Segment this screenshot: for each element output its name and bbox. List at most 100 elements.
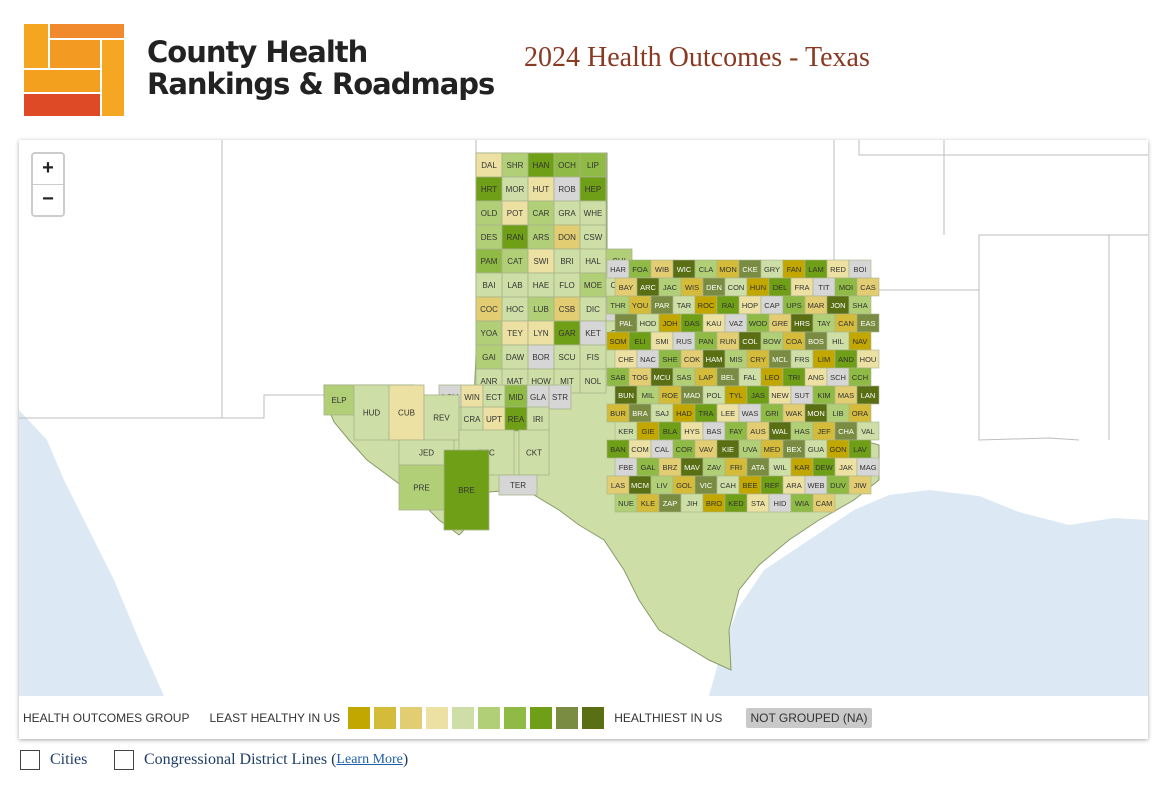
- county-str[interactable]: [548, 384, 572, 410]
- county-hud[interactable]: [353, 384, 390, 441]
- county-label-med: MED: [764, 445, 781, 454]
- county-moe[interactable]: [579, 272, 607, 298]
- county-label-nac: NAC: [640, 355, 656, 364]
- county-cam[interactable]: [812, 493, 836, 513]
- county-mor[interactable]: [501, 176, 529, 202]
- county-bai[interactable]: [475, 272, 503, 298]
- county-label-lap: LAP: [699, 373, 713, 382]
- county-label-was: WAS: [742, 409, 759, 418]
- county-label-frs: FRS: [795, 355, 810, 364]
- legend-title: HEALTH OUTCOMES GROUP: [23, 710, 190, 725]
- county-des[interactable]: [475, 224, 503, 250]
- county-bor[interactable]: [527, 344, 555, 370]
- county-label-gai: GAI: [482, 353, 496, 362]
- legend-not-grouped: NOT GROUPED (NA): [746, 707, 872, 728]
- county-ter[interactable]: [498, 474, 538, 496]
- county-label-wil: WIL: [773, 463, 786, 472]
- county-label-wic: WIC: [677, 265, 692, 274]
- county-label-lab: LAB: [507, 281, 522, 290]
- county-label-sha: SHA: [852, 301, 867, 310]
- county-label-moe: MOE: [584, 281, 602, 290]
- county-gra[interactable]: [553, 200, 581, 226]
- county-label-gon: GON: [829, 445, 846, 454]
- county-label-rev: REV: [433, 414, 450, 423]
- county-label-kau: KAU: [706, 319, 721, 328]
- districts-label-close: ): [402, 751, 409, 768]
- legend-swatch-9: [556, 706, 579, 729]
- county-gar[interactable]: [553, 320, 581, 346]
- county-label-eli: ELI: [634, 337, 645, 346]
- county-label-gla: GLA: [530, 393, 547, 402]
- zoom-out-button[interactable]: −: [33, 184, 63, 215]
- county-label-saj: SAJ: [655, 409, 669, 418]
- county-pre[interactable]: [398, 464, 445, 511]
- county-hoc[interactable]: [501, 296, 529, 322]
- county-label-yoa: YOA: [481, 329, 499, 338]
- cities-checkbox[interactable]: [20, 750, 40, 770]
- county-label-had: HAD: [676, 409, 692, 418]
- county-rob[interactable]: [553, 176, 581, 202]
- county-elp[interactable]: [323, 384, 355, 416]
- county-label-jak: JAK: [839, 463, 853, 472]
- county-label-vaz: VAZ: [729, 319, 743, 328]
- county-label-mon: MON: [807, 409, 825, 418]
- county-label-upt: UPT: [486, 415, 502, 424]
- county-label-thr: THR: [610, 301, 626, 310]
- county-label-pal: PAL: [619, 319, 633, 328]
- county-label-win: WIN: [464, 393, 480, 402]
- county-whe[interactable]: [579, 200, 607, 226]
- county-old[interactable]: [475, 200, 503, 226]
- brand-name: County Health Rankings & Roadmaps: [147, 36, 495, 101]
- county-label-gar: GAR: [558, 329, 576, 338]
- county-csw[interactable]: [579, 224, 607, 250]
- county-label-ket: KET: [585, 329, 601, 338]
- districts-checkbox[interactable]: [114, 750, 134, 770]
- county-fis[interactable]: [579, 344, 607, 370]
- county-label-sab: SAB: [610, 373, 625, 382]
- county-ckt[interactable]: [518, 429, 550, 476]
- county-label-nol: NOL: [585, 377, 602, 386]
- map-container[interactable]: DAL SHR HAN OCH LIP HRT MOR HUT ROB HEP OLD POT CAR G…: [19, 140, 1148, 739]
- county-label-las: LAS: [611, 481, 625, 490]
- county-don[interactable]: [553, 224, 581, 250]
- county-label-cah: CAH: [720, 481, 736, 490]
- county-rev[interactable]: [423, 394, 460, 441]
- county-swi[interactable]: [527, 248, 555, 274]
- county-label-ker: KER: [618, 427, 634, 436]
- county-nol[interactable]: [579, 368, 607, 394]
- texas-county-map[interactable]: DAL SHR HAN OCH LIP HRT MOR HUT ROB HEP OLD POT CAR G…: [19, 140, 1148, 696]
- county-label-ckt: CKT: [526, 449, 542, 458]
- county-label-gra: GRA: [558, 209, 576, 218]
- county-car[interactable]: [527, 200, 555, 226]
- county-label-sut: SUT: [795, 391, 810, 400]
- county-label-coa: COA: [786, 337, 802, 346]
- zoom-in-button[interactable]: +: [42, 157, 54, 179]
- learn-more-link[interactable]: Learn More: [336, 752, 403, 767]
- county-cub[interactable]: [388, 384, 425, 441]
- brand-line-2: Rankings & Roadmaps: [147, 67, 495, 101]
- county-label-bai: BAI: [483, 281, 496, 290]
- county-label-bee: BEE: [742, 481, 757, 490]
- legend-swatch-10: [582, 706, 605, 729]
- county-label-rea: REA: [508, 415, 525, 424]
- county-jiw[interactable]: [848, 475, 872, 495]
- county-label-fal: FAL: [743, 373, 756, 382]
- county-coc[interactable]: [475, 296, 503, 322]
- county-bri[interactable]: [553, 248, 581, 274]
- county-hep[interactable]: [579, 176, 607, 202]
- county-label-sas: SAS: [676, 373, 691, 382]
- cities-toggle[interactable]: Cities: [20, 750, 87, 770]
- legend-swatch-2: [374, 706, 397, 729]
- county-tey[interactable]: [501, 320, 529, 346]
- county-daw[interactable]: [501, 344, 529, 370]
- county-lip[interactable]: [579, 152, 607, 178]
- county-label-tar: TAR: [677, 301, 692, 310]
- county-label-mar: MAR: [808, 301, 825, 310]
- county-label-joh: JOH: [663, 319, 678, 328]
- county-label-com: COM: [631, 445, 649, 454]
- county-label-mon: MON: [719, 265, 737, 274]
- county-bre[interactable]: [443, 449, 490, 531]
- county-label-jiw: JIW: [854, 481, 868, 490]
- districts-toggle[interactable]: Congressional District Lines ( Learn Mor…: [114, 750, 408, 770]
- county-label-cry: CRY: [750, 355, 766, 364]
